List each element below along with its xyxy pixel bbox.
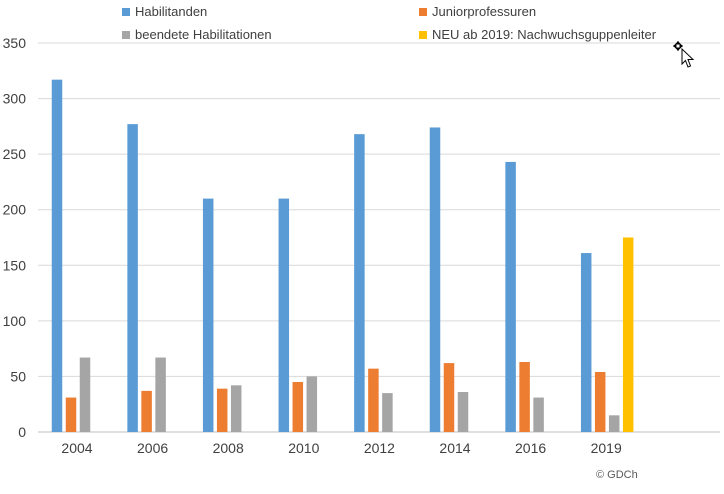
legend-item-beendete-habilitationen: beendete Habilitationen — [122, 27, 272, 42]
bar-2016-series-2 — [533, 397, 544, 432]
bar-2006-series-1 — [141, 390, 152, 432]
legend-label: Juniorprofessuren — [432, 4, 537, 19]
x-tick-label: 2006 — [137, 440, 168, 456]
x-tick-label: 2004 — [61, 440, 92, 456]
bar-2004-series-0 — [51, 79, 63, 433]
x-tick-label: 2010 — [288, 440, 319, 456]
y-tick-label: 200 — [3, 202, 27, 218]
y-tick-label: 300 — [3, 91, 27, 107]
bar-2006-series-0 — [127, 124, 138, 433]
x-tick-label: 2014 — [439, 440, 470, 456]
bar-2008-series-0 — [202, 198, 214, 432]
y-tick-label: 50 — [10, 368, 26, 384]
bar-2016-series-1 — [519, 361, 530, 432]
move-cursor-icon — [673, 41, 695, 68]
y-tick-label: 0 — [18, 424, 26, 440]
legend-swatch — [419, 30, 427, 39]
bar-2016-series-0 — [505, 161, 516, 432]
bar-2019-series-1 — [594, 371, 606, 432]
bar-2012-series-2 — [382, 393, 393, 432]
bar-2008-series-1 — [216, 388, 228, 432]
legend-swatch — [419, 7, 427, 16]
bar-2014-series-1 — [443, 363, 455, 432]
x-tick-label: 2019 — [591, 440, 622, 456]
bar-2012-series-0 — [354, 134, 365, 432]
legend-swatch — [122, 7, 130, 16]
y-tick-label: 250 — [3, 146, 27, 162]
bar-2010-series-0 — [278, 198, 290, 432]
bars — [51, 79, 634, 433]
y-axis-ticks: 0 50 100 150 200 250 300 350 — [3, 35, 27, 440]
legend-label: beendete Habilitationen — [135, 27, 272, 42]
legend-item-habilitanden: Habilitanden — [122, 4, 207, 19]
legend-swatch — [122, 30, 130, 39]
bar-2019-series-0 — [580, 253, 592, 432]
y-tick-label: 100 — [3, 313, 27, 329]
bar-2004-series-2 — [79, 357, 91, 432]
bar-2010-series-1 — [292, 381, 304, 432]
x-axis-ticks: 2004 2006 2008 2010 2012 2014 2016 2019 — [61, 440, 622, 456]
legend-label: Habilitanden — [135, 4, 208, 19]
bar-2008-series-2 — [230, 385, 242, 432]
bar-2012-series-1 — [368, 368, 379, 432]
y-tick-label: 150 — [3, 257, 27, 273]
bar-2006-series-2 — [155, 357, 166, 432]
legend-item-nachwuchsgruppenleiter: NEU ab 2019: Nachwuchsguppenleiter — [419, 27, 656, 42]
y-tick-label: 350 — [3, 35, 27, 51]
bar-2004-series-1 — [65, 397, 77, 432]
bar-2014-series-0 — [429, 127, 441, 433]
gridlines — [38, 42, 720, 433]
bar-2019-series-3 — [622, 237, 634, 432]
bar-2019-series-2 — [608, 415, 620, 432]
x-tick-label: 2008 — [213, 440, 244, 456]
x-tick-label: 2016 — [515, 440, 546, 456]
x-tick-label: 2012 — [364, 440, 395, 456]
bar-2014-series-2 — [457, 391, 469, 432]
legend-label: NEU ab 2019: Nachwuchsguppenleiter — [432, 27, 657, 42]
bar-2010-series-2 — [306, 376, 318, 432]
copyright-note: © GDCh — [596, 469, 638, 481]
legend-item-juniorprofessuren: Juniorprofessuren — [419, 4, 536, 19]
